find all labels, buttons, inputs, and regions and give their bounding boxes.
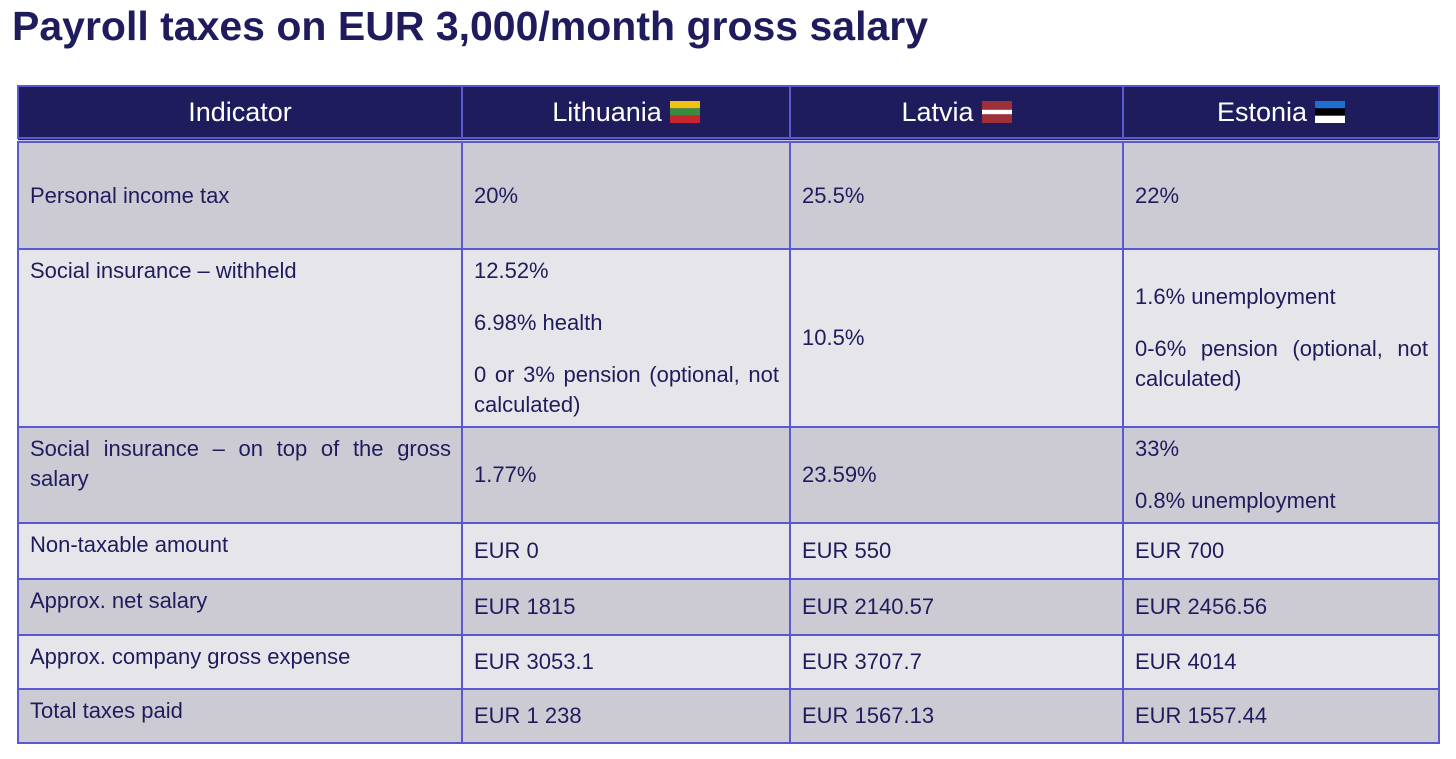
- cell: EUR 550: [789, 522, 1124, 580]
- row-label: Approx. net salary: [17, 578, 463, 636]
- table-row: Personal income tax 20% 25.5% 22%: [17, 137, 1440, 250]
- cell: 12.52% 6.98% health 0 or 3% pension (optio…: [461, 248, 791, 428]
- cell-line: 1.6% unemployment: [1135, 284, 1336, 309]
- cell: EUR 0: [461, 522, 791, 580]
- header-cell: Estonia: [1122, 85, 1440, 141]
- header-cell: Latvia: [789, 85, 1124, 141]
- cell: 20%: [461, 137, 791, 250]
- table-row: Non-taxable amount EUR 0 EUR 550 EUR 700: [17, 522, 1440, 580]
- cell: 10.5%: [789, 248, 1124, 428]
- row-label: Social insurance – withheld: [17, 248, 463, 428]
- cell-line: 33%: [1135, 436, 1180, 461]
- cell: EUR 1567.13: [789, 688, 1124, 744]
- title: Payroll taxes on EUR 3,000/month gross s…: [12, 3, 929, 49]
- table-body: Personal income tax 20% 25.5% 22% Social ins…: [17, 137, 1440, 744]
- cell-line: 0.8% unemployment: [1135, 488, 1336, 513]
- cell: 1.6% unemployment 0-6% pension (optional,…: [1122, 248, 1440, 428]
- tax-table: Indicator Lithuania Latvia Estonia Perso…: [17, 85, 1440, 744]
- cell: 25.5%: [789, 137, 1124, 250]
- cell-line: 0 or 3% pension (optional, not calculate…: [474, 362, 779, 417]
- row-label: Approx. company gross expense: [17, 634, 463, 690]
- flag-estonia: [1315, 100, 1346, 123]
- header-text: Estonia: [1216, 96, 1308, 127]
- header-cell: Lithuania: [461, 85, 791, 141]
- cell: EUR 700: [1122, 522, 1440, 580]
- cell: EUR 1557.44: [1122, 688, 1440, 744]
- row-label: Total taxes paid: [17, 688, 463, 744]
- table-row: Approx. company gross expense EUR 3053.1 E…: [17, 634, 1440, 690]
- flag-lithuania: [669, 100, 700, 123]
- cell: 33% 0.8% unemployment: [1122, 426, 1440, 524]
- cell-line: 0-6% pension (optional, not calculated): [1135, 336, 1428, 391]
- header-row: Indicator Lithuania Latvia Estonia: [17, 85, 1440, 141]
- cell: 1.77%: [461, 426, 791, 524]
- cell: EUR 3053.1: [461, 634, 791, 690]
- table-row: Approx. net salary EUR 1815 EUR 2140.57 EUR…: [17, 578, 1440, 636]
- table-row: Social insurance – on top of the gross s…: [17, 426, 1440, 524]
- header-text: Latvia: [901, 96, 974, 127]
- header-text: Lithuania: [552, 96, 662, 127]
- cell: EUR 1815: [461, 578, 791, 636]
- cell: EUR 3707.7: [789, 634, 1124, 690]
- cell: 22%: [1122, 137, 1440, 250]
- cell: EUR 2456.56: [1122, 578, 1440, 636]
- cell-line: 6.98% health: [474, 310, 603, 335]
- cell: EUR 1 238: [461, 688, 791, 744]
- table-row: Total taxes paid EUR 1 238 EUR 1567.13 EUR …: [17, 688, 1440, 744]
- row-label: Social insurance – on top of the gross s…: [17, 426, 463, 524]
- cell: 23.59%: [789, 426, 1124, 524]
- cell: EUR 4014: [1122, 634, 1440, 690]
- table-header: Indicator Lithuania Latvia Estonia: [17, 85, 1440, 141]
- table-row: Social insurance – withheld 12.52% 6.98% h…: [17, 248, 1440, 428]
- row-label: Personal income tax: [17, 137, 463, 250]
- header-cell: Indicator: [17, 85, 463, 141]
- flag-latvia: [981, 100, 1012, 123]
- cell-line: 12.52%: [474, 258, 549, 283]
- row-label: Non-taxable amount: [17, 522, 463, 580]
- header-text: Indicator: [188, 96, 292, 127]
- cell: EUR 2140.57: [789, 578, 1124, 636]
